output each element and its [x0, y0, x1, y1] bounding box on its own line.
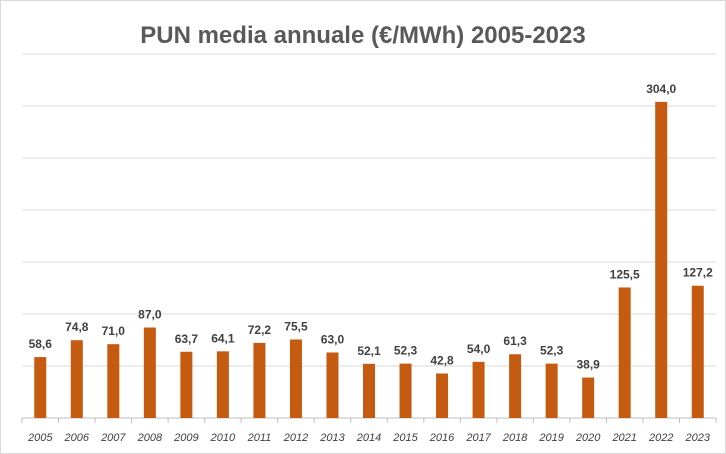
data-label-2022: 304,0 — [646, 82, 676, 96]
bar-2016 — [436, 373, 449, 418]
data-label-2012: 75,5 — [284, 319, 308, 333]
x-tick-label-2012: 2012 — [283, 432, 308, 444]
x-tick-label-2022: 2022 — [648, 432, 673, 444]
bar-2009 — [180, 351, 193, 418]
bar-2022 — [655, 101, 668, 418]
x-tick-label-2018: 2018 — [502, 432, 528, 444]
data-label-2005: 58,6 — [29, 337, 53, 351]
x-tick-label-2010: 2010 — [210, 432, 236, 444]
bar-2017 — [472, 361, 485, 418]
data-label-2011: 72,2 — [248, 323, 272, 337]
bar-2015 — [399, 363, 412, 418]
bar-2013 — [326, 352, 339, 418]
bar-2012 — [289, 339, 302, 418]
data-label-2019: 52,3 — [540, 344, 564, 358]
chart-title: PUN media annuale (€/MWh) 2005-2023 — [140, 22, 586, 49]
data-label-2006: 74,8 — [65, 320, 89, 334]
bar-2021 — [618, 287, 631, 418]
x-tick-label-2006: 2006 — [64, 432, 90, 444]
data-label-2014: 52,1 — [357, 344, 381, 358]
data-label-2021: 125,5 — [610, 267, 640, 281]
bar-2020 — [582, 377, 595, 418]
data-label-2020: 38,9 — [576, 358, 600, 372]
x-tick-label-2011: 2011 — [247, 432, 272, 444]
x-tick-label-2005: 2005 — [27, 432, 53, 444]
x-tick-label-2009: 2009 — [173, 432, 198, 444]
x-tick-label-2016: 2016 — [429, 432, 455, 444]
bar-2018 — [509, 354, 522, 418]
x-tick-label-2013: 2013 — [319, 432, 345, 444]
x-tick-label-2014: 2014 — [356, 432, 381, 444]
bar-2023 — [691, 285, 704, 418]
data-label-2009: 63,7 — [175, 332, 199, 346]
x-tick-label-2023: 2023 — [684, 432, 710, 444]
data-label-2013: 63,0 — [321, 332, 345, 346]
data-label-2010: 64,1 — [211, 331, 235, 345]
bar-2014 — [363, 363, 375, 418]
x-tick-label-2019: 2019 — [538, 432, 563, 444]
data-label-2023: 127,2 — [683, 266, 713, 280]
bar-2007 — [107, 344, 120, 418]
data-label-2018: 61,3 — [503, 334, 527, 348]
x-tick-label-2017: 2017 — [465, 432, 491, 444]
data-label-2008: 87,0 — [138, 308, 162, 322]
bar-2008 — [143, 327, 156, 418]
x-tick-label-2008: 2008 — [137, 432, 163, 444]
x-tick-label-2021: 2021 — [611, 432, 636, 444]
x-tick-label-2015: 2015 — [392, 432, 418, 444]
bar-2011 — [253, 342, 266, 418]
data-label-2007: 71,0 — [102, 324, 126, 338]
data-label-2015: 52,3 — [394, 344, 418, 358]
data-label-2016: 42,8 — [430, 353, 454, 367]
bar-2006 — [70, 340, 83, 418]
x-tick-label-2020: 2020 — [575, 432, 601, 444]
data-label-2017: 54,0 — [467, 342, 491, 356]
x-tick-label-2007: 2007 — [100, 432, 126, 444]
bar-2010 — [216, 351, 229, 418]
bar-2005 — [34, 357, 47, 418]
bar-2019 — [545, 363, 558, 418]
